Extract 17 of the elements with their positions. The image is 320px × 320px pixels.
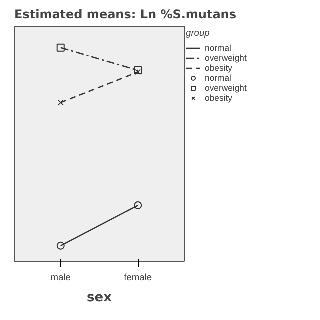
text: obesity [205, 93, 232, 103]
point [134, 66, 142, 75]
point [58, 100, 64, 106]
legend-label: normal [205, 73, 232, 83]
x-tick-label: male [50, 272, 71, 282]
point [56, 242, 65, 250]
legend-title: group [186, 28, 211, 38]
text: overweight [205, 83, 247, 93]
point [134, 202, 142, 210]
text: normal [205, 43, 232, 53]
x-axis-title: sex [87, 290, 113, 306]
legend-label: overweight [205, 53, 247, 63]
legend-label: obesity [205, 63, 232, 73]
x-tick-label: female [124, 272, 152, 282]
point [135, 69, 142, 76]
chart-title: Estimated means: Ln %S.mutans [14, 8, 236, 22]
point [56, 44, 65, 52]
